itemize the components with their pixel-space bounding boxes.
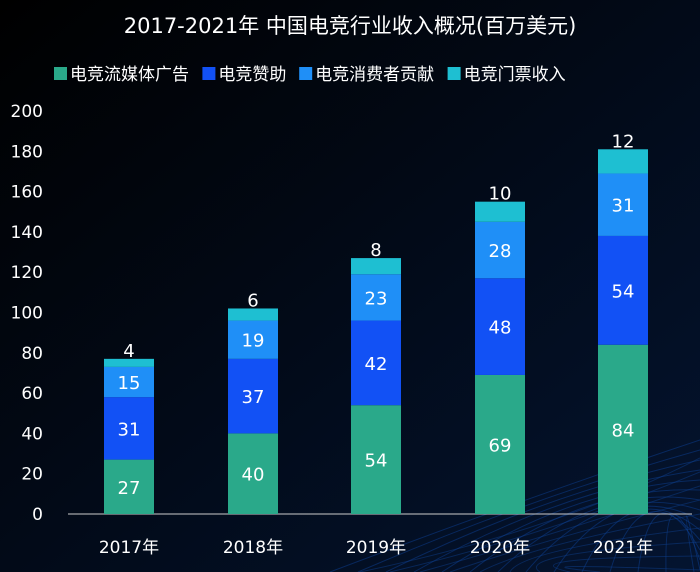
y-tick-label: 140: [11, 223, 43, 243]
decor-curve: [552, 555, 700, 572]
bar-segment: [228, 320, 278, 359]
bar-segment: [104, 358, 154, 367]
bars: 27 31 15 4 40 37 19 6 54 42 23 8 69 48 28 10 84 54 31 12: [104, 131, 648, 514]
y-tick-label: 20: [21, 465, 43, 485]
bar-segment: [598, 173, 648, 236]
bar-segment: [104, 366, 154, 398]
x-tick-label: 2018年: [223, 538, 283, 558]
decor-curve: [359, 457, 700, 572]
legend-swatch: [202, 67, 216, 80]
decor-curve: [479, 513, 700, 572]
bar-segment: [351, 258, 401, 275]
y-tick-label: 60: [21, 384, 43, 404]
data-label: 15: [118, 373, 141, 394]
x-tick-label: 2019年: [346, 538, 406, 558]
bar-segment: [475, 221, 525, 279]
decor-curve: [419, 485, 700, 572]
data-label: 48: [489, 318, 512, 339]
data-label: 23: [365, 288, 388, 309]
bar-segment: [598, 235, 648, 345]
decor-curve: [564, 565, 700, 572]
bar-segment: [351, 320, 401, 406]
x-tick-label: 2020年: [470, 538, 530, 558]
bar-segment: [228, 308, 278, 321]
decor-curve: [509, 527, 700, 572]
data-label: 27: [118, 478, 141, 499]
y-tick-label: 0: [32, 505, 43, 525]
data-label: 31: [612, 196, 635, 217]
y-tick-label: 100: [11, 304, 43, 324]
decor-curve: [469, 489, 700, 572]
legend-label: 电竞消费者贡献: [315, 65, 434, 85]
y-tick-label: 80: [21, 344, 43, 364]
data-label: 10: [489, 184, 512, 205]
bar-segment: [475, 201, 525, 222]
data-label: 54: [612, 281, 635, 302]
legend-label: 电竞门票收入: [464, 65, 566, 85]
legend-label: 电竞流媒体广告: [70, 65, 189, 85]
data-label: 4: [123, 341, 134, 362]
legend: 电竞流媒体广告 电竞赞助 电竞消费者贡献 电竞门票收入: [54, 65, 566, 85]
bar-segment: [598, 149, 648, 174]
decor-curve: [535, 541, 700, 572]
x-axis: 2017年 2018年 2019年 2020年 2021年: [99, 538, 653, 558]
bar-segment: [598, 344, 648, 514]
decor-curve: [665, 514, 700, 572]
y-tick-label: 40: [21, 424, 43, 444]
data-label: 54: [365, 451, 388, 472]
bar-segment: [351, 274, 401, 321]
x-tick-label: 2021年: [593, 538, 653, 558]
decor-curve: [385, 459, 700, 572]
data-label: 6: [247, 290, 258, 311]
decor-curve: [357, 449, 700, 572]
data-label: 37: [242, 387, 265, 408]
data-label: 28: [489, 241, 512, 262]
y-tick-label: 120: [11, 263, 43, 283]
data-label: 31: [118, 419, 141, 440]
y-axis: 0 20 40 60 80 100 120 140 160 180 200: [11, 102, 43, 525]
legend-label: 电竞赞助: [218, 65, 286, 85]
data-label: 19: [242, 331, 265, 352]
data-label: 12: [612, 131, 635, 152]
decor-curve: [497, 496, 700, 572]
bar-segment: [228, 358, 278, 434]
y-tick-label: 180: [11, 142, 43, 162]
y-tick-label: 160: [11, 183, 43, 203]
legend-swatch: [54, 67, 67, 80]
bar-segment: [228, 433, 278, 514]
data-label: 42: [365, 354, 388, 375]
bar-segment: [104, 459, 154, 514]
bar-segment: [104, 397, 154, 460]
decor-curve: [441, 479, 700, 572]
data-label: 40: [242, 465, 265, 486]
decor-curve: [389, 471, 700, 572]
x-tick-label: 2017年: [99, 538, 159, 558]
data-label: 69: [489, 435, 512, 456]
chart-title: 2017-2021年 中国电竞行业收入概况(百万美元): [124, 14, 577, 38]
data-label: 84: [612, 420, 635, 441]
data-label: 8: [370, 240, 381, 261]
legend-swatch: [447, 67, 461, 80]
bar-segment: [351, 405, 401, 514]
decor-curve: [449, 499, 700, 572]
legend-swatch: [299, 67, 313, 80]
bar-segment: [475, 374, 525, 514]
y-tick-label: 200: [11, 102, 43, 122]
bar-segment: [475, 278, 525, 375]
